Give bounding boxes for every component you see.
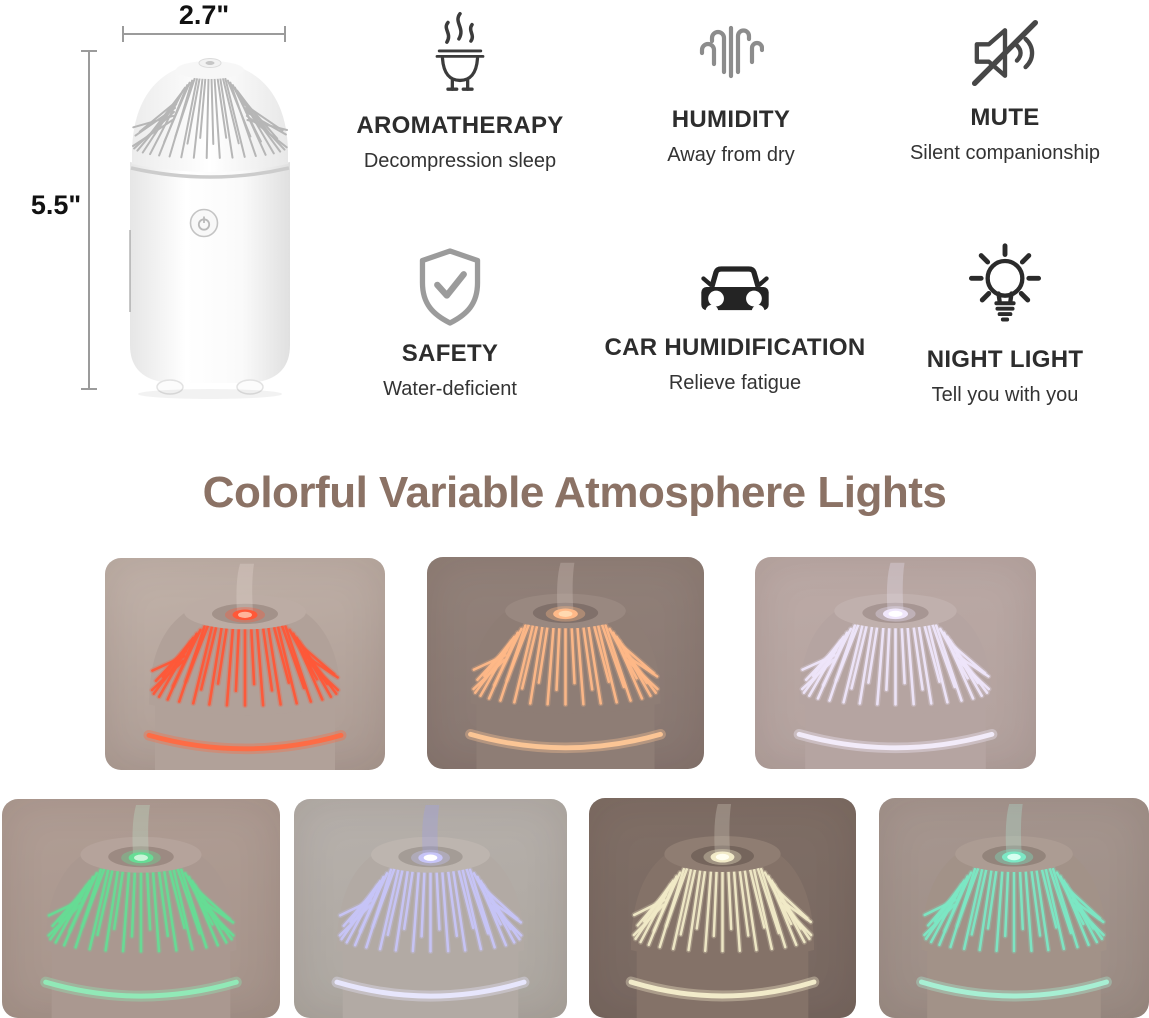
humidity-icon — [699, 25, 764, 79]
light-photo-red — [105, 558, 385, 770]
feature-night-light: NIGHT LIGHT Tell you with you — [875, 236, 1135, 407]
light-photo-blue-violet — [294, 799, 567, 1018]
height-dimension-label: 5.5" — [30, 190, 82, 220]
feature-subtitle: Decompression sleep — [363, 150, 557, 172]
feature-subtitle: Away from dry — [667, 144, 795, 166]
feature-title: SAFETY — [401, 340, 499, 367]
feature-safety: SAFETY Water-deficient — [320, 236, 580, 401]
feature-subtitle: Silent companionship — [909, 142, 1101, 164]
power-button-icon — [189, 208, 219, 238]
feature-mute: MUTE Silent companionship — [875, 0, 1135, 165]
feature-title: HUMIDITY — [671, 106, 791, 133]
feature-title: NIGHT LIGHT — [926, 346, 1084, 373]
aromatherapy-icon — [435, 11, 485, 91]
car-icon — [701, 266, 769, 318]
dome-ribs — [132, 73, 288, 159]
light-photo-orange — [427, 557, 704, 769]
section-heading: Colorful Variable Atmosphere Lights — [202, 468, 947, 517]
height-dimension-line — [81, 50, 97, 390]
feature-humidity: HUMIDITY Away from dry — [601, 0, 861, 167]
night-light-icon — [968, 243, 1042, 322]
feature-title: MUTE — [970, 104, 1040, 131]
light-photo-mint — [879, 798, 1149, 1018]
feature-title: AROMATHERAPY — [356, 112, 564, 139]
feature-subtitle: Relieve fatigue — [668, 372, 802, 394]
width-dimension-label: 2.7" — [178, 0, 230, 30]
width-dimension-line — [122, 26, 286, 42]
feature-subtitle: Tell you with you — [931, 384, 1079, 406]
product-dimension-figure: 2.7" 5.5" — [18, 0, 358, 430]
safety-icon — [419, 248, 481, 326]
light-photo-lilac — [755, 557, 1036, 769]
humidifier-product-photo — [129, 58, 290, 399]
mute-icon — [971, 19, 1039, 87]
feature-aromatherapy: AROMATHERAPY Decompression sleep — [330, 0, 590, 173]
feature-title: CAR HUMIDIFICATION — [604, 334, 866, 361]
feature-subtitle: Water-deficient — [383, 378, 517, 400]
feature-car-humidification: CAR HUMIDIFICATION Relieve fatigue — [585, 236, 885, 395]
light-photo-warm-white — [589, 798, 856, 1018]
light-photo-green — [2, 799, 280, 1018]
